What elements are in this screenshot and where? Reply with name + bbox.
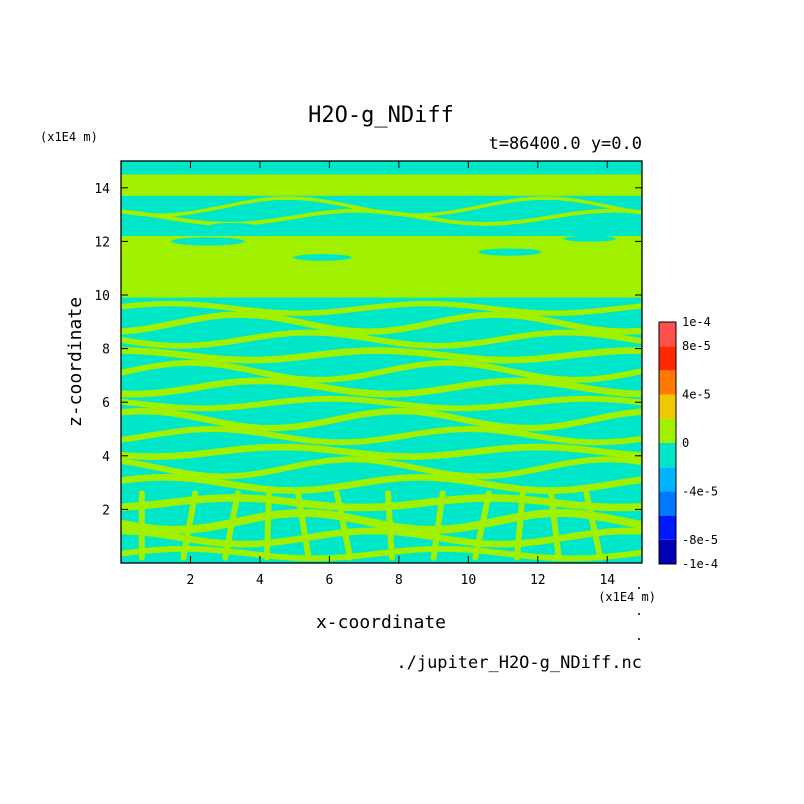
x-tick-label: 8: [395, 573, 403, 588]
chart-title: H2O-g_NDiff: [308, 103, 454, 128]
x-tick-label: 6: [325, 573, 333, 588]
colorbar: [658, 321, 677, 565]
plot-frame: [120, 160, 643, 564]
colorbar-cell: [659, 322, 676, 347]
field-island: [478, 248, 542, 256]
field-streak: [514, 490, 526, 561]
field-streak: [180, 490, 199, 561]
field-band: [121, 377, 642, 398]
x-axis-label: x-coordinate: [316, 612, 446, 633]
colorbar-cell: [659, 515, 676, 540]
field-band: [121, 473, 642, 494]
y-axis-ticks: 2 4 6 8 10 12 14: [94, 182, 642, 518]
field-band-solid: [121, 174, 642, 196]
colorbar-cell: [659, 491, 676, 516]
plot-area: [121, 161, 642, 563]
y-tick-label: 10: [94, 289, 110, 304]
field-streak: [430, 490, 446, 561]
colorbar-cell: [659, 467, 676, 492]
field-band: [121, 329, 642, 349]
field-streak: [472, 490, 492, 561]
field-streak: [583, 490, 604, 561]
field-streak: [548, 490, 562, 561]
colorbar-cell: [659, 394, 676, 419]
field-island: [293, 254, 352, 261]
field-band: [121, 545, 642, 562]
colorbar-label: 8e-5: [682, 339, 711, 353]
chart-subtitle: t=86400.0 y=0.0: [488, 134, 642, 154]
x-axis-ticks: 2 4 6 8 10 12 14: [187, 161, 615, 588]
x-tick-label: 2: [187, 573, 195, 588]
x-tick-label: 4: [256, 573, 264, 588]
colorbar-frame: [658, 321, 677, 565]
colorbar-cell: [659, 418, 676, 443]
source-file-label: ./jupiter_H2O-g_NDiff.nc: [396, 653, 642, 673]
y-axis-label: z-coordinate: [65, 297, 86, 427]
field-band: [121, 196, 642, 217]
field-island: [563, 235, 617, 242]
field-streak: [263, 490, 272, 561]
field-streak: [295, 490, 312, 561]
field-streak: [222, 490, 241, 561]
field-band: [121, 359, 642, 383]
colorbar-label: -8e-5: [682, 533, 718, 547]
field-band: [121, 395, 642, 412]
field-streak: [385, 490, 395, 561]
field-band: [121, 347, 642, 364]
colorbar-label: -4e-5: [682, 484, 718, 498]
y-tick-label: 6: [102, 396, 110, 411]
field-streak: [333, 490, 354, 561]
y-tick-label: 8: [102, 343, 110, 358]
field-island: [384, 227, 448, 235]
field-band-solid: [121, 236, 642, 298]
field-bands: [121, 174, 642, 562]
colorbar-label: -1e-4: [682, 557, 718, 571]
decor-dots: [638, 587, 640, 640]
x-tick-label: 10: [461, 573, 477, 588]
field-island: [171, 237, 245, 246]
field-band: [121, 300, 642, 316]
field-band: [121, 311, 642, 335]
colorbar-cell: [659, 346, 676, 371]
field-band: [121, 443, 642, 460]
x-axis-unit: (x1E4 m): [598, 590, 656, 604]
x-tick-label: 14: [599, 573, 615, 588]
colorbar-label: 4e-5: [682, 388, 711, 402]
field-band: [121, 426, 642, 446]
y-tick-label: 2: [102, 503, 110, 518]
colorbar-cell: [659, 443, 676, 468]
y-tick-label: 14: [94, 182, 110, 197]
field-band: [121, 407, 642, 432]
colorbar-label: 0: [682, 436, 689, 450]
y-axis-unit: (x1E4 m): [40, 130, 98, 144]
colorbar-cell: [659, 370, 676, 395]
field-island: [211, 222, 253, 228]
colorbar-labels: 1e-4 8e-5 4e-5 0 -4e-5 -8e-5 -1e-4: [682, 315, 718, 571]
y-tick-label: 4: [102, 450, 110, 465]
x-tick-label: 12: [530, 573, 546, 588]
colorbar-cell: [659, 539, 676, 564]
colorbar-label: 1e-4: [682, 315, 711, 329]
field-band: [121, 456, 642, 480]
y-tick-label: 12: [94, 235, 110, 250]
